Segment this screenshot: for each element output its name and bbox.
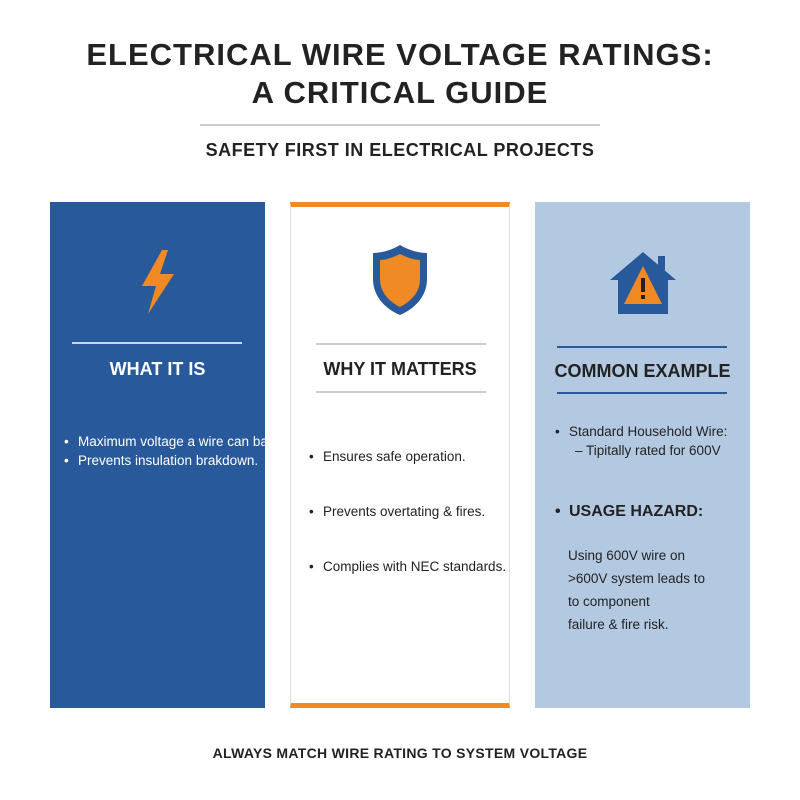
divider xyxy=(200,124,600,126)
list-item: Maximum voltage a wire can bafle. xyxy=(64,432,294,451)
panel-common-example: COMMON EXAMPLE Standard Household Wire:–… xyxy=(535,202,750,708)
panel-why-it-matters: WHY IT MATTERS Ensures safe operation. P… xyxy=(290,202,510,708)
hazard-text: Using 600V wire on >600V system leads to… xyxy=(568,548,705,632)
panel-heading: COMMON EXAMPLE xyxy=(554,361,731,381)
panel-what-it-is: WHAT IT IS Maximum voltage a wire can ba… xyxy=(50,202,286,708)
page-title: ELECTRICAL WIRE VOLTAGE RATINGS: A CRITI… xyxy=(86,37,714,110)
list-item: Ensures safe operation. xyxy=(309,447,509,466)
panel-heading: WHAT IT IS xyxy=(109,359,206,379)
list-item: Complies with NEC standards. xyxy=(309,557,509,576)
subtitle: SAFETY FIRST IN ELECTRICAL PROJECTS xyxy=(205,140,595,160)
list-item: Standard Household Wire:– Tipitally rate… xyxy=(555,422,745,460)
house-warning-icon xyxy=(535,248,750,316)
panel-heading: WHY IT MATTERS xyxy=(323,359,477,379)
lightning-bolt-icon xyxy=(50,250,265,314)
footer-note: ALWAYS MATCH WIRE RATING TO SYSTEM VOLTA… xyxy=(212,745,588,761)
shield-icon xyxy=(291,243,509,317)
hazard-label: USAGE HAZARD: xyxy=(555,502,745,521)
list-item: Prevents insulation brakdown. xyxy=(64,451,294,470)
list-item: Prevents overtating & fires. xyxy=(309,502,509,521)
